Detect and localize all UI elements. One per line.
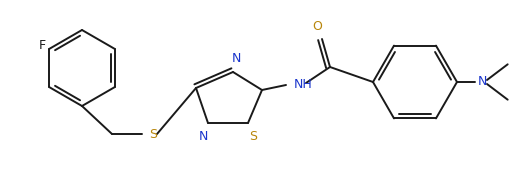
Text: O: O: [312, 20, 321, 33]
Text: N: N: [198, 130, 207, 143]
Text: S: S: [149, 128, 157, 140]
Text: NH: NH: [293, 79, 312, 91]
Text: N: N: [231, 52, 240, 65]
Text: S: S: [248, 130, 257, 143]
Text: N: N: [477, 75, 487, 89]
Text: F: F: [39, 39, 46, 53]
